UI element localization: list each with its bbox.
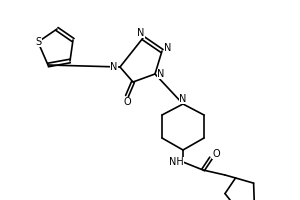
Text: S: S [35,37,41,47]
Text: NH: NH [169,157,183,167]
Text: O: O [212,149,220,159]
Text: N: N [179,94,187,104]
Text: N: N [110,62,118,72]
Text: N: N [137,28,145,38]
Text: N: N [164,43,172,53]
Text: N: N [157,69,165,79]
Text: O: O [123,97,131,107]
